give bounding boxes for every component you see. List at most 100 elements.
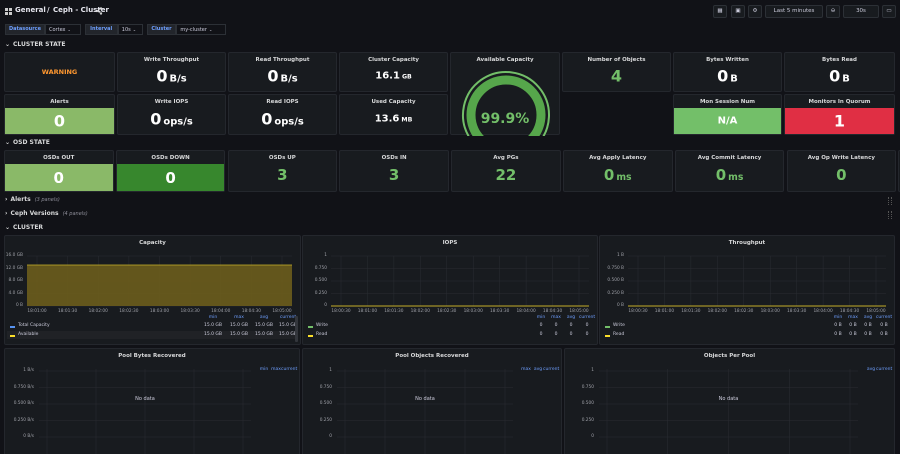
stat-number: 3 [388, 166, 400, 185]
add-panel-button[interactable]: ▦ [713, 5, 727, 18]
legend-value: 15.0 GB [254, 332, 274, 337]
stat-panel: Bytes Written 0 B [673, 52, 782, 92]
breadcrumb[interactable]: Ceph - Cluster [53, 6, 109, 14]
variable-select[interactable]: my-cluster ⌄ [176, 24, 227, 35]
settings-button[interactable]: ⚙ [748, 5, 762, 18]
x-tick-label: 18:03:30 [787, 309, 807, 314]
y-tick-label: 8.0 GB [8, 278, 23, 283]
panel-title: Capacity [139, 240, 166, 246]
x-tick-label: 18:01:00 [357, 309, 378, 314]
save-button[interactable]: ▣ [731, 5, 745, 18]
graph-plot [27, 255, 292, 307]
stat-number: 13.6 [374, 113, 400, 125]
legend-value: 0 B [864, 332, 872, 337]
panel-title: OSDs UP [268, 155, 296, 161]
y-tick-label: 0.750 [581, 384, 594, 390]
row-header[interactable]: ⌄ OSD STATE [5, 139, 50, 146]
legend-series-name[interactable]: Read [613, 332, 625, 337]
y-tick-label: 0.750 [314, 265, 327, 271]
legend-series-name[interactable]: Write [613, 323, 625, 328]
legend-series-name[interactable]: Read [316, 332, 328, 337]
y-tick-label: 1 B [616, 253, 624, 258]
graph-plot [337, 369, 513, 454]
stat-value: 1 [785, 112, 894, 131]
row-title: Alerts [10, 196, 31, 203]
row-title: CLUSTER STATE [13, 41, 66, 48]
panel-title: Monitors In Quorum [808, 99, 871, 105]
legend-header: avg [533, 367, 543, 372]
stat-value: 0 ms [564, 166, 672, 184]
legend-swatch [605, 326, 610, 328]
graph-panel: Capacity 16.0 GB 12.0 GB 8.0 GB 4.0 GB 0 B 18:… [4, 235, 301, 345]
variable-select[interactable]: Cortex ⌄ [45, 24, 81, 35]
time-range-label: Last 5 minutes [773, 8, 815, 14]
stat-background: 0 [116, 164, 225, 191]
stat-panel: Cluster Capacity 16.1 GB [339, 52, 448, 92]
stat-unit: B [842, 73, 850, 85]
legend-value: 0 B [849, 332, 857, 337]
y-tick-label: 0.250 B/s [13, 417, 34, 423]
legend-series-name[interactable]: Write [316, 323, 328, 328]
stat-unit: B/s [280, 73, 298, 85]
row-header[interactable]: ⌄ CLUSTER [5, 224, 43, 231]
legend-header: max [848, 315, 858, 320]
row-header[interactable]: › Alerts (3 panels) [5, 196, 60, 203]
panel-title: Read Throughput [255, 57, 310, 63]
stat-panel: OSDs OUT 0 [4, 150, 114, 192]
legend-value: 15.0 GB [278, 323, 298, 328]
legend-value: 0 B [849, 323, 857, 328]
panel-title: OSDs IN [381, 155, 407, 161]
panel-title: Write IOPS [154, 99, 189, 105]
y-tick-label: 0.500 B [607, 278, 624, 283]
x-tick-label: 18:01:00 [654, 309, 675, 314]
row-header[interactable]: › Ceph Versions (4 panels) [5, 210, 88, 217]
capacity-area [27, 265, 292, 306]
refresh-label: 30s [856, 8, 866, 14]
legend-header: avg [863, 315, 873, 320]
y-tick-label: 0.500 [581, 401, 594, 406]
y-tick-label: 4.0 GB [8, 290, 23, 296]
tv-mode-button[interactable]: ▭ [882, 5, 896, 18]
panel-title: IOPS [442, 240, 458, 246]
variable-label: Interval [84, 24, 118, 35]
x-tick-label: 18:03:00 [760, 309, 780, 314]
legend-series-name[interactable]: Available [18, 332, 39, 337]
stat-panel: Mon Session Num N/A [673, 94, 782, 135]
stat-panel: Avg Op Write Latency 0 [786, 150, 897, 192]
time-range-picker[interactable]: Last 5 minutes [765, 5, 823, 18]
graph-panel: Throughput 1 B 0.750 B 0.500 B 0.250 B 0 B 18:… [599, 235, 895, 345]
legend-value: 0 B [834, 332, 842, 337]
stat-unit: GB [401, 73, 412, 81]
stat-value: 0 ms [676, 166, 784, 184]
share-icon[interactable] [95, 7, 103, 15]
panel-title: Pool Objects Recovered [395, 353, 469, 359]
legend-header: max [234, 315, 244, 320]
refresh-picker[interactable]: 30s [843, 5, 879, 18]
stat-number: 0 [717, 66, 729, 86]
variable-select[interactable]: 10s ⌄ [117, 24, 143, 35]
zoom-out-button[interactable]: ⊖ [826, 5, 840, 18]
stat-panel: OSDs UP 3 [227, 150, 338, 192]
breadcrumb[interactable]: General [15, 6, 46, 14]
variable-value: my-cluster [180, 27, 207, 33]
row-header[interactable]: ⌄ CLUSTER STATE [5, 41, 65, 48]
legend-header: current [876, 367, 893, 372]
panel-title: Cluster Capacity [368, 57, 419, 63]
panel-title: Mon Session Num [699, 99, 756, 105]
panel-title: OSDs DOWN [151, 155, 190, 161]
y-tick-label: 12.0 GB [5, 265, 23, 271]
legend-value: 0 [569, 323, 573, 328]
stat-background: 1 [785, 108, 894, 134]
y-tick-label: 0 B [15, 303, 23, 308]
legend-header: current [875, 315, 893, 320]
stat-number: 0 [150, 109, 162, 129]
stat-number: 22 [495, 166, 517, 185]
legend-series-name[interactable]: Total Capacity [18, 323, 50, 328]
legend-header: min [833, 315, 843, 320]
warning-text: WARNING [41, 68, 78, 76]
stat-panel: Write IOPS 0 ops/s [117, 94, 226, 135]
warning-panel: WARNING [4, 52, 115, 92]
row-chevron: ⌄ [5, 41, 11, 48]
